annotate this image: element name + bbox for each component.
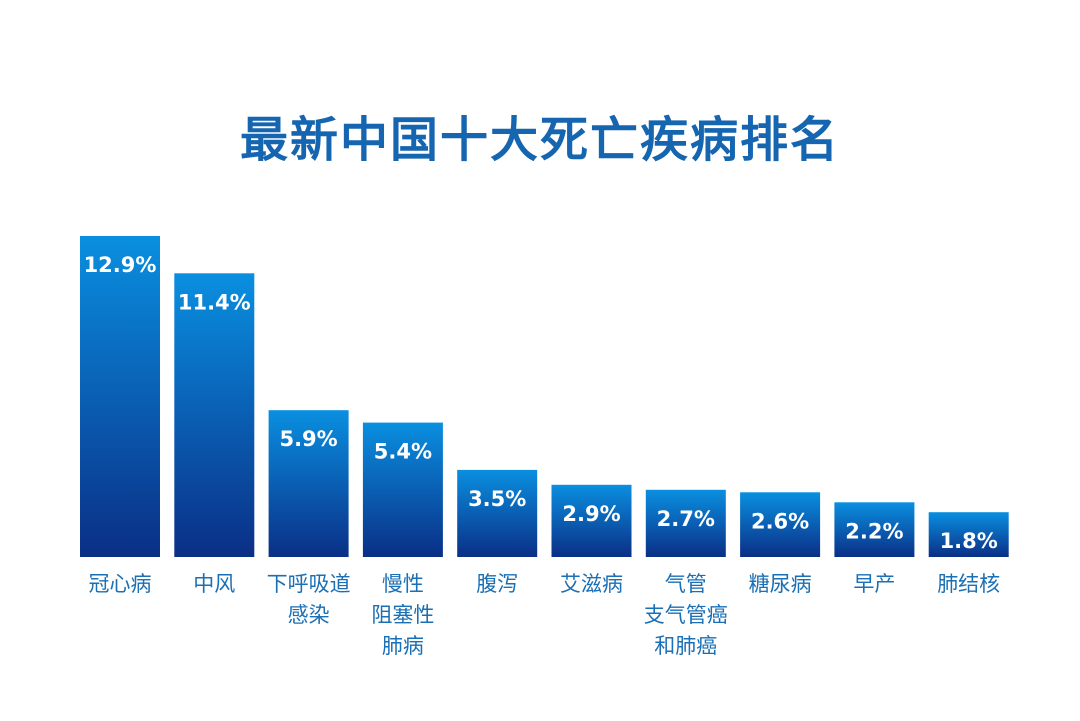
bar-value-label: 2.9%	[562, 502, 620, 526]
category-label: 早产	[853, 572, 896, 596]
bar-value-label: 12.9%	[84, 253, 157, 277]
category-label: 艾滋病	[560, 572, 623, 596]
category-label: 肺结核	[937, 572, 1001, 596]
bar	[834, 502, 915, 557]
category-label: 气管 支气管癌 和肺癌	[643, 572, 728, 658]
bar-value-label: 5.4%	[374, 440, 432, 464]
bar-value-label: 5.9%	[279, 427, 337, 451]
bar-value-label: 2.6%	[751, 509, 809, 533]
bar	[80, 236, 160, 557]
bar-value-label: 3.5%	[468, 487, 526, 511]
category-label: 腹泻	[476, 572, 519, 596]
bar	[457, 469, 538, 557]
category-label: 慢性 阻塞性 肺病	[371, 572, 435, 658]
category-label: 冠心病	[88, 572, 152, 596]
bar-value-label: 11.4%	[178, 290, 251, 314]
bar	[551, 484, 632, 557]
category-label: 中风	[193, 572, 236, 596]
bar	[740, 492, 821, 557]
bar	[928, 512, 1009, 557]
category-label: 下呼吸道 感染	[266, 572, 351, 627]
chart-title: 最新中国十大死亡疾病排名	[239, 112, 840, 168]
bar-value-label: 1.8%	[940, 529, 998, 553]
bar-value-label: 2.2%	[845, 519, 903, 543]
bar	[645, 489, 726, 557]
category-label: 糖尿病	[748, 572, 812, 596]
bar	[174, 273, 255, 557]
bar-value-label: 2.7%	[657, 507, 715, 531]
bar	[268, 410, 349, 557]
bar	[362, 422, 443, 557]
